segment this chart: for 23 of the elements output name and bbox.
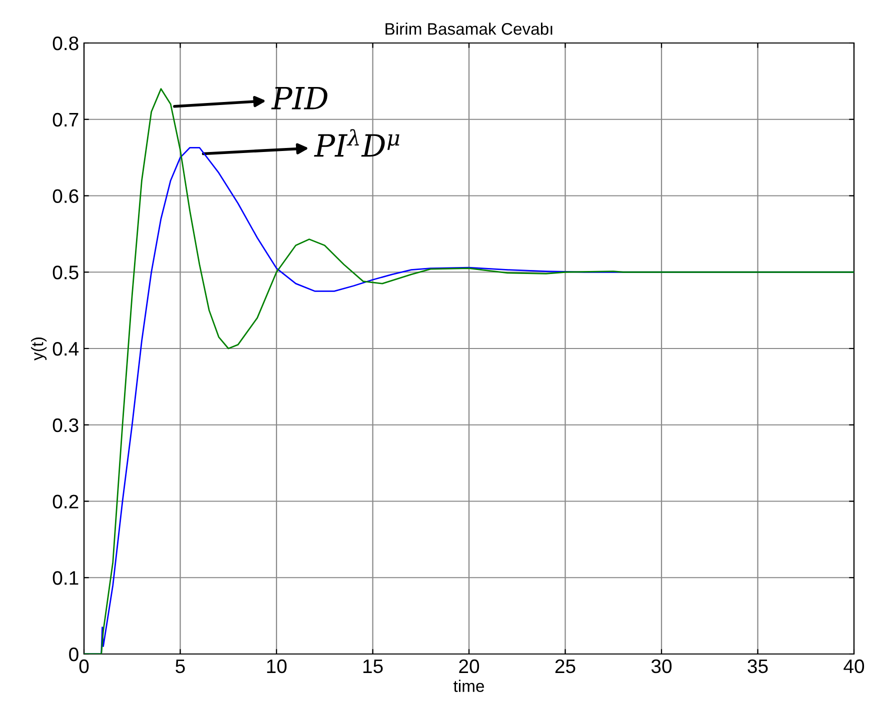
x-tick-label: 15 (363, 660, 383, 674)
y-tick-label: 0.3 (52, 418, 78, 432)
x-tick-label: 35 (748, 659, 768, 674)
y-tick-label: 0 (69, 647, 78, 662)
x-tick-label: 20 (459, 659, 480, 674)
y-tick-label: 0.8 (52, 36, 78, 50)
x-tick-label: 40 (844, 659, 864, 674)
x-tick-label: 10 (267, 659, 287, 674)
x-tick-label: 30 (651, 659, 672, 674)
y-tick-label: 0.1 (52, 571, 78, 585)
y-axis-title: y(t) (31, 338, 47, 360)
chart-title: Birim Basamak Cevabı (386, 22, 552, 35)
y-tick-label: 0.5 (52, 266, 78, 280)
y-tick-label: 0.2 (52, 494, 78, 508)
y-tick-label: 0.7 (52, 112, 78, 127)
annotation: PI$^{λ}$D$^{μ}$ (314, 129, 400, 157)
y-tick-label: 0.6 (52, 189, 78, 203)
x-tick-label: 25 (555, 659, 576, 674)
annotation: PID (271, 86, 328, 110)
x-axis-title: time (454, 680, 484, 692)
x-tick-label: 0 (79, 659, 89, 674)
x-tick-label: 5 (176, 660, 185, 674)
y-tick-label: 0.4 (52, 342, 79, 356)
